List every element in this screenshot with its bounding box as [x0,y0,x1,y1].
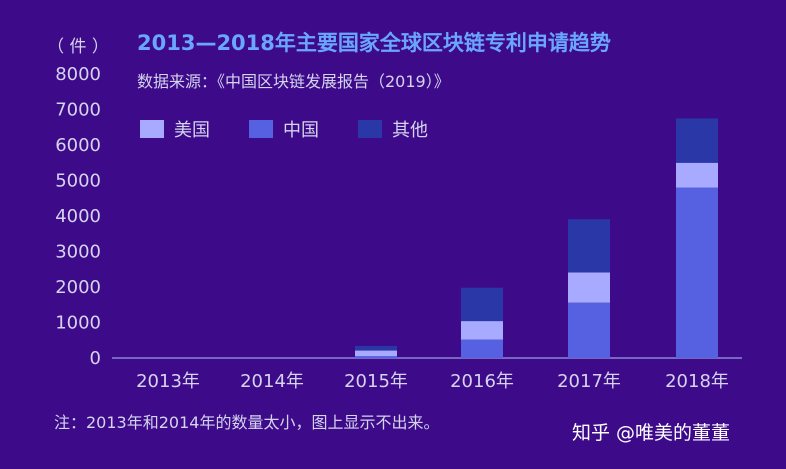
chart-title: 2013—2018年主要国家全球区块链专利申请趋势 [137,31,611,55]
y-tick-label: 6000 [55,135,101,156]
y-tick-label: 7000 [55,100,101,121]
chart-subtitle: 数据来源：《中国区块链发展报告（2019）》 [137,72,450,91]
x-tick-label: 2016年 [450,371,514,392]
chart-note: 注：2013年和2014年的数量太小，图上显示不出来。 [54,413,439,432]
bar-segment [676,187,718,358]
x-tick-label: 2014年 [240,371,304,392]
bar-segment [676,118,718,163]
legend-label: 其他 [392,120,428,141]
bar-segment [355,345,397,351]
legend-swatch [358,120,382,138]
y-tick-label: 8000 [55,64,101,85]
x-tick-label: 2013年 [136,371,200,392]
bar-segment [355,350,397,357]
bar-segment [461,339,503,358]
y-tick-label: 2000 [55,277,101,298]
legend-label: 美国 [174,120,210,141]
x-tick-label: 2015年 [344,371,408,392]
watermark: 知乎 @唯美的董董 [572,422,730,444]
y-tick-label: 5000 [55,171,101,192]
legend-swatch [249,120,273,138]
bar-segment [676,162,718,188]
y-tick-label: 3000 [55,242,101,263]
bar-segment [568,302,610,358]
y-tick-label: 1000 [55,313,101,334]
x-tick-label: 2017年 [557,371,621,392]
y-axis-unit-label: （ 件 ） [47,37,109,57]
bar-segment [568,219,610,273]
legend-label: 中国 [283,120,319,141]
bar-segment [568,272,610,303]
bar-segment [355,356,397,358]
x-tick-label: 2018年 [665,371,729,392]
bar-segment [461,321,503,340]
y-tick-label: 4000 [55,206,101,227]
bar-segment [461,287,503,322]
y-tick-label: 0 [90,348,101,369]
legend-swatch [140,120,164,138]
